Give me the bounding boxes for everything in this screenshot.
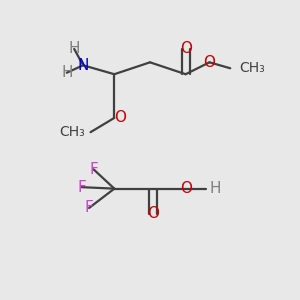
Text: H: H: [68, 41, 80, 56]
Text: O: O: [180, 181, 192, 196]
Text: N: N: [77, 58, 89, 73]
Text: H: H: [209, 181, 221, 196]
Text: F: F: [85, 200, 93, 215]
Text: CH₃: CH₃: [59, 125, 85, 139]
Text: O: O: [180, 41, 192, 56]
Text: O: O: [203, 55, 215, 70]
Text: CH₃: CH₃: [239, 61, 265, 75]
Text: H: H: [61, 65, 73, 80]
Text: O: O: [114, 110, 126, 125]
Text: F: F: [89, 162, 98, 177]
Text: O: O: [147, 206, 159, 221]
Text: F: F: [77, 180, 86, 195]
